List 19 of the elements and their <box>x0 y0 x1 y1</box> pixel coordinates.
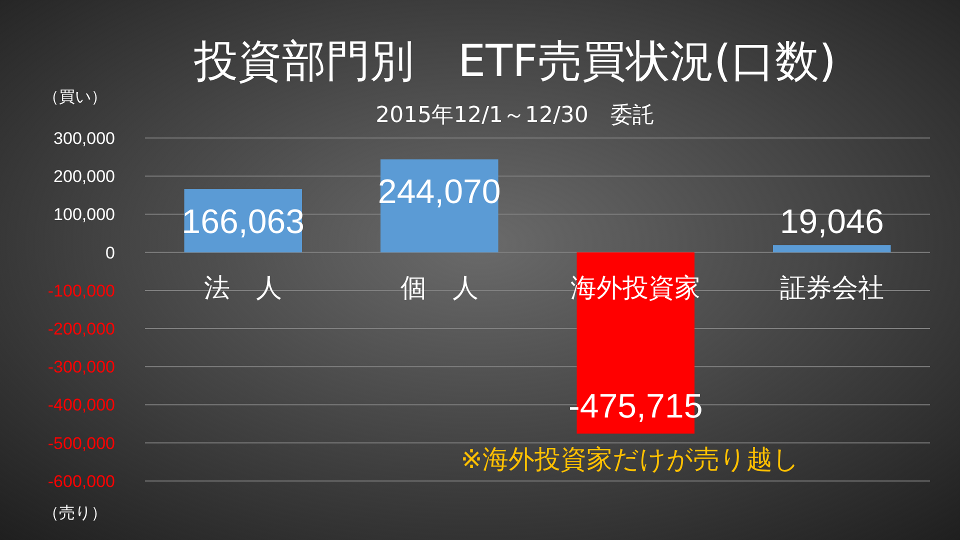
text: （買い） <box>43 87 107 106</box>
x-tick-label: 個 人 <box>400 273 478 304</box>
y-tick-label: -600,000 <box>48 472 115 491</box>
y-tick-label: 0 <box>106 243 115 262</box>
y-tick-label: -500,000 <box>48 434 115 453</box>
x-tick-label: 証券会社 <box>780 273 884 304</box>
x-tick-label: 法 人 <box>204 273 282 304</box>
text: （売り） <box>43 503 107 522</box>
annotation: ※海外投資家だけが売り越し <box>460 445 800 475</box>
y-tick-label: 200,000 <box>54 167 115 186</box>
y-tick-label: 100,000 <box>54 205 115 224</box>
y-tick-label: -200,000 <box>48 320 115 339</box>
y-tick-label: -300,000 <box>48 358 115 377</box>
chart-title: 投資部門別 ETF売買状況(口数) <box>192 36 836 87</box>
data-label: 19,046 <box>780 202 884 241</box>
y-tick-label: 300,000 <box>54 128 115 148</box>
chart-subtitle: 2015年12/1～12/30 委託 <box>376 103 654 128</box>
y-tick-label: -100,000 <box>48 281 115 300</box>
y-tick-label: -400,000 <box>48 396 115 415</box>
